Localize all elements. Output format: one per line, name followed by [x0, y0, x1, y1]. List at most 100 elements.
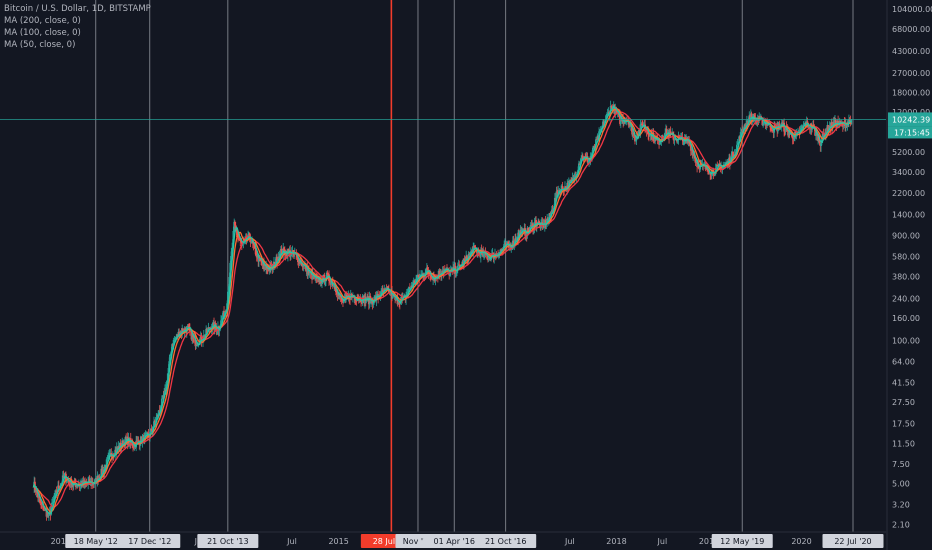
price-tick-label: 68000.00	[892, 25, 930, 34]
last-price-tag[interactable]: 10242.39 17:15:45	[888, 112, 932, 139]
candle-body	[683, 142, 685, 145]
candle-body	[793, 135, 796, 139]
candle-body	[165, 382, 168, 391]
marker-label[interactable]: 18 May '12	[65, 534, 127, 548]
candle-body	[182, 328, 184, 333]
marker-label-text: 12 May '19	[720, 537, 764, 546]
candle-body	[498, 251, 501, 254]
candle-body	[598, 129, 601, 132]
marker-label-bg	[711, 534, 773, 548]
ma200-legend[interactable]: MA (200, close, 0)	[4, 16, 81, 26]
candle-body	[553, 197, 556, 207]
price-tick-label: 900.00	[892, 231, 920, 240]
candle-body	[577, 163, 580, 170]
price-tick-label: 11.50	[892, 440, 915, 449]
price-tick-label: 17.50	[892, 419, 915, 428]
ma100-legend[interactable]: MA (100, close, 0)	[4, 28, 81, 38]
candle-body	[330, 281, 333, 285]
marker-label[interactable]: 12 May '19	[711, 534, 773, 548]
candle-body	[283, 248, 285, 251]
candle-body	[721, 166, 724, 170]
candle-body	[188, 326, 191, 328]
candle-body	[590, 155, 593, 157]
candle-body	[648, 133, 650, 137]
price-axis[interactable]: 104000.00 68000.00 43000.00 27000.00 18000.0…	[886, 0, 932, 550]
candle-body	[415, 279, 418, 280]
candle-body	[639, 124, 642, 133]
candle-body	[761, 117, 764, 126]
candle-body	[289, 250, 292, 257]
candle-body	[325, 272, 328, 280]
marker-label[interactable]: 17 Dec '12	[119, 534, 181, 548]
candle-body	[38, 495, 41, 499]
candle-body	[147, 434, 150, 437]
candle-body	[642, 126, 645, 128]
candle-body	[192, 334, 194, 338]
marker-label-bg	[65, 534, 127, 548]
candle-body	[249, 237, 252, 243]
candle-body	[57, 485, 60, 489]
candle-body	[175, 337, 177, 339]
candle-body	[233, 221, 236, 231]
symbol-title[interactable]: Bitcoin / U.S. Dollar, 1D, BITSTAMP	[4, 4, 151, 14]
price-tick-label: 5.00	[892, 479, 910, 488]
candle-body	[42, 504, 45, 511]
candle-body	[184, 328, 187, 331]
candle-body	[641, 123, 643, 126]
candle-body	[169, 353, 172, 355]
candle-body	[335, 292, 338, 295]
candle-body	[239, 239, 242, 241]
candle-body	[645, 128, 648, 131]
marker-label[interactable]: 01 Apr '16	[423, 534, 485, 548]
candle-body	[187, 325, 190, 327]
price-tick-label: 7.50	[892, 460, 910, 469]
price-tick-label: 2200.00	[892, 189, 925, 198]
marker-label-text: 18 May '12	[74, 537, 118, 546]
candle-body	[139, 443, 141, 446]
marker-label-text: 21 Oct '16	[485, 537, 526, 546]
time-axis[interactable]: 2012Jul2014Jul2015Jul2017Jul2018Jul20192…	[0, 531, 886, 548]
candle-body	[515, 239, 518, 241]
candle-body	[589, 155, 592, 160]
marker-label-bg	[423, 534, 485, 548]
candle-body	[814, 132, 817, 136]
candle-body	[245, 236, 248, 241]
candle-body	[266, 268, 269, 270]
candle-body	[599, 129, 602, 131]
marker-label[interactable]: 21 Oct '16	[475, 534, 537, 548]
candle-body	[328, 280, 331, 283]
candle-body	[634, 135, 636, 142]
countdown-bg	[888, 126, 932, 139]
candle-body	[818, 139, 821, 144]
marker-label[interactable]: 22 Jul '20	[822, 534, 884, 548]
candle-body	[632, 133, 635, 134]
candle-body	[290, 254, 292, 257]
marker-label-text: 17 Dec '12	[128, 537, 171, 546]
candle-body	[605, 113, 608, 116]
candle-body	[258, 255, 260, 262]
candle-body	[163, 392, 166, 397]
time-tick-label: 2012	[51, 537, 71, 546]
candle-body	[770, 127, 772, 130]
candle-body	[476, 250, 479, 254]
candle-body	[728, 157, 731, 164]
candle-body	[654, 136, 657, 142]
candle-body	[538, 221, 540, 223]
candle-body	[39, 498, 42, 503]
candle-body	[159, 410, 162, 411]
candle-body	[350, 293, 353, 295]
candle-body	[714, 174, 716, 175]
candle-body	[831, 122, 833, 129]
price-tick-label: 64.00	[892, 358, 915, 367]
candle-body	[98, 477, 101, 479]
candle-body	[605, 115, 607, 120]
marker-label[interactable]: 21 Oct '13	[197, 534, 259, 548]
candle-body	[407, 290, 410, 294]
candle-body	[321, 283, 323, 284]
candle-body	[737, 142, 740, 144]
candle-body	[648, 135, 651, 137]
candle-body	[108, 455, 110, 457]
ma50-legend[interactable]: MA (50, close, 0)	[4, 40, 76, 50]
candle-body	[546, 218, 549, 223]
